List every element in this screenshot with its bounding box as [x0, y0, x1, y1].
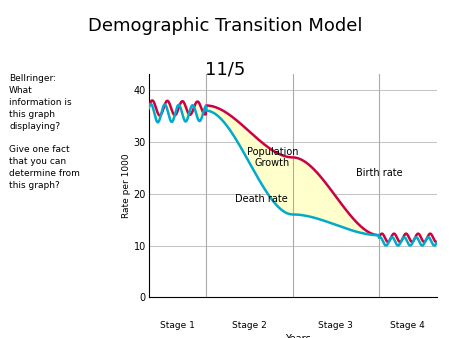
Text: Death rate: Death rate — [235, 194, 288, 204]
Text: Population
Growth: Population Growth — [247, 147, 298, 168]
Text: Bellringer:
What
information is
this graph
displaying?

Give one fact
that you c: Bellringer: What information is this gra… — [9, 74, 80, 190]
Y-axis label: Rate per 1000: Rate per 1000 — [122, 153, 130, 218]
Text: Demographic Transition Model: Demographic Transition Model — [88, 17, 362, 35]
Text: 11/5: 11/5 — [205, 61, 245, 79]
Text: Years: Years — [285, 334, 311, 338]
Text: Stage 4: Stage 4 — [390, 321, 425, 330]
Text: Stage 1: Stage 1 — [160, 321, 195, 330]
Text: Birth rate: Birth rate — [356, 168, 402, 178]
Text: Stage 2: Stage 2 — [232, 321, 267, 330]
Text: Stage 3: Stage 3 — [318, 321, 353, 330]
